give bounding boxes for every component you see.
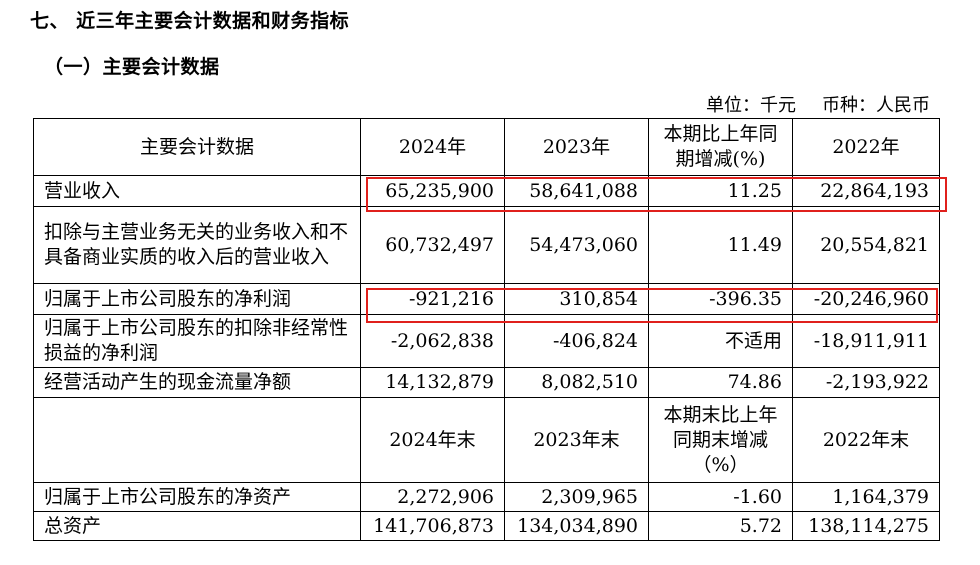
header-cell: 本期比上年同期增减(%) <box>648 118 793 176</box>
table-row: 归属于上市公司股东的扣除非经常性损益的净利润 -2,062,838 -406,8… <box>33 314 940 368</box>
accounting-data-table: 主要会计数据 2024年 2023年 本期比上年同期增减(%) 2022年 营业… <box>33 118 940 541</box>
row-label: 归属于上市公司股东的净利润 <box>33 283 361 315</box>
cell-value: -20,246,960 <box>792 283 940 315</box>
header-cell: 2022年 <box>792 118 940 176</box>
table-row: 经营活动产生的现金流量净额 14,132,879 8,082,510 74.86… <box>33 367 940 398</box>
cell-value: -1.60 <box>648 482 793 512</box>
cell-value: 11.49 <box>648 206 793 284</box>
cell-value: -2,193,922 <box>792 367 940 398</box>
header-cell: 2023年 <box>504 118 649 176</box>
row-label: 营业收入 <box>33 175 361 207</box>
cell-value: -406,824 <box>504 314 649 368</box>
cell-value: -18,911,911 <box>792 314 940 368</box>
table-header-row: 主要会计数据 2024年 2023年 本期比上年同期增减(%) 2022年 <box>33 118 940 176</box>
table-row: 归属于上市公司股东的净利润 -921,216 310,854 -396.35 -… <box>33 283 940 315</box>
table-row: 扣除与主营业务无关的业务收入和不具备商业实质的收入后的营业收入 60,732,4… <box>33 206 940 284</box>
cell-value: 14,132,879 <box>360 367 505 398</box>
cell-value: 58,641,088 <box>504 175 649 207</box>
cell-value: 8,082,510 <box>504 367 649 398</box>
cell-value: -921,216 <box>360 283 505 315</box>
header-cell: 主要会计数据 <box>33 118 361 176</box>
cell-value: 60,732,497 <box>360 206 505 284</box>
header-cell: 2024年 <box>360 118 505 176</box>
row-label: 扣除与主营业务无关的业务收入和不具备商业实质的收入后的营业收入 <box>33 206 361 284</box>
table-row: 归属于上市公司股东的净资产 2,272,906 2,309,965 -1.60 … <box>33 482 940 512</box>
cell-value: 不适用 <box>648 314 793 368</box>
header-cell <box>33 397 361 483</box>
unit-line: 单位：千元 币种：人民币 <box>680 91 930 117</box>
row-label: 总资产 <box>33 511 361 541</box>
cell-value: 2,272,906 <box>360 482 505 512</box>
cell-value: 65,235,900 <box>360 175 505 207</box>
cell-value: 134,034,890 <box>504 511 649 541</box>
cell-value: 74.86 <box>648 367 793 398</box>
subsection-heading: （一）主要会计数据 <box>44 56 220 78</box>
cell-value: 54,473,060 <box>504 206 649 284</box>
cell-value: 11.25 <box>648 175 793 207</box>
cell-value: 310,854 <box>504 283 649 315</box>
row-label: 归属于上市公司股东的扣除非经常性损益的净利润 <box>33 314 361 368</box>
row-label: 归属于上市公司股东的净资产 <box>33 482 361 512</box>
row-label: 经营活动产生的现金流量净额 <box>33 367 361 398</box>
header-cell: 2023年末 <box>504 397 649 483</box>
header-cell: 2024年末 <box>360 397 505 483</box>
table-header-row: 2024年末 2023年末 本期末比上年同期末增减（%） 2022年末 <box>33 397 940 483</box>
cell-value: 20,554,821 <box>792 206 940 284</box>
cell-value: -2,062,838 <box>360 314 505 368</box>
header-cell: 本期末比上年同期末增减（%） <box>648 397 793 483</box>
cell-value: 141,706,873 <box>360 511 505 541</box>
unit-label: 单位：千元 <box>706 95 796 116</box>
cell-value: 138,114,275 <box>792 511 940 541</box>
cell-value: 2,309,965 <box>504 482 649 512</box>
currency-label: 币种：人民币 <box>822 95 930 116</box>
cell-value: 1,164,379 <box>792 482 940 512</box>
table-row: 营业收入 65,235,900 58,641,088 11.25 22,864,… <box>33 175 940 207</box>
table-row: 总资产 141,706,873 134,034,890 5.72 138,114… <box>33 511 940 541</box>
cell-value: 5.72 <box>648 511 793 541</box>
header-cell: 2022年末 <box>792 397 940 483</box>
section-heading: 七、 近三年主要会计数据和财务指标 <box>30 10 350 32</box>
cell-value: -396.35 <box>648 283 793 315</box>
cell-value: 22,864,193 <box>792 175 940 207</box>
